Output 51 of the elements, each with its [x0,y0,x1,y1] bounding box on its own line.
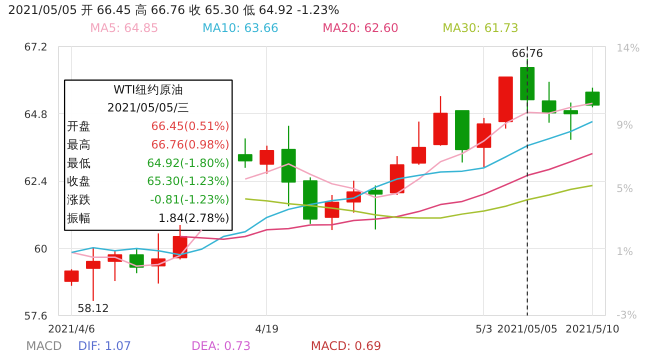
candlestick [368,184,383,230]
y2-tick-label: 5% [616,182,634,195]
text: DEA: 0.73 [191,339,251,353]
y-tick-label: 64.8 [24,108,48,121]
candlestick [260,145,274,174]
y-tick-label: 57.6 [24,310,48,322]
x-tick-label: 2021/5/10 [566,324,620,336]
text: MA5: 64.85 [90,21,158,35]
candlestick [412,120,426,166]
annotation: 58.12 [77,302,109,315]
text: MA10: 63.66 [202,21,278,35]
annotation: 65.30(-1.23%) [146,174,230,188]
candlestick [564,102,578,140]
y-tick-label: 62.4 [24,176,48,188]
annotation: -0.81(-1.23%) [150,192,230,206]
annotation: 66.76(0.98%) [151,137,230,152]
candlestick [476,117,492,168]
line-series [244,184,594,219]
text: DIF: 1.07 [78,339,132,353]
annotation: 收盘 [67,174,92,188]
annotation: 1.84(2.78%) [158,210,230,225]
y2-tick-label: 9% [616,120,634,132]
y2-tick-label: 1% [616,246,634,258]
candlestick [86,247,100,302]
text: MA20: 62.60 [322,21,399,35]
candlestick [585,87,600,108]
annotation: 最低 [67,156,92,170]
x-tick-label: 5/3 [475,324,492,336]
y-tick-label: 60 [34,243,48,256]
x-tick-label: 2021/05/05 [497,324,558,336]
annotation: 64.92(-1.80%) [146,156,230,170]
annotation: 2021/05/05/三 [107,100,190,115]
annotation: WTI纽约原油 [113,82,184,96]
candlestick [542,81,556,124]
x-tick-label: 2021/4/6 [48,324,96,336]
y-tick-label: 67.2 [24,42,48,54]
annotation: 66.45(0.51%) [151,119,230,134]
annotation: 开盘 [67,119,92,134]
annotation: 振幅 [67,210,92,225]
candlestick [238,138,252,168]
annotation: 66.76 [512,46,544,60]
x-tick-label: 4/19 [255,324,279,336]
candlestick [64,268,79,286]
chart-title: 2021/05/05 开 66.45 高 66.76 收 65.30 低 64.92 -1.23% [7,2,340,19]
text: MACD: 0.69 [310,339,382,353]
y2-tick-label: 14% [616,42,640,54]
annotation: 涨跌 [67,192,92,206]
annotation: 最高 [67,137,92,152]
text: MACD [26,339,62,353]
y2-tick-label: -3% [616,310,637,322]
text: MA30: 61.73 [442,21,519,35]
